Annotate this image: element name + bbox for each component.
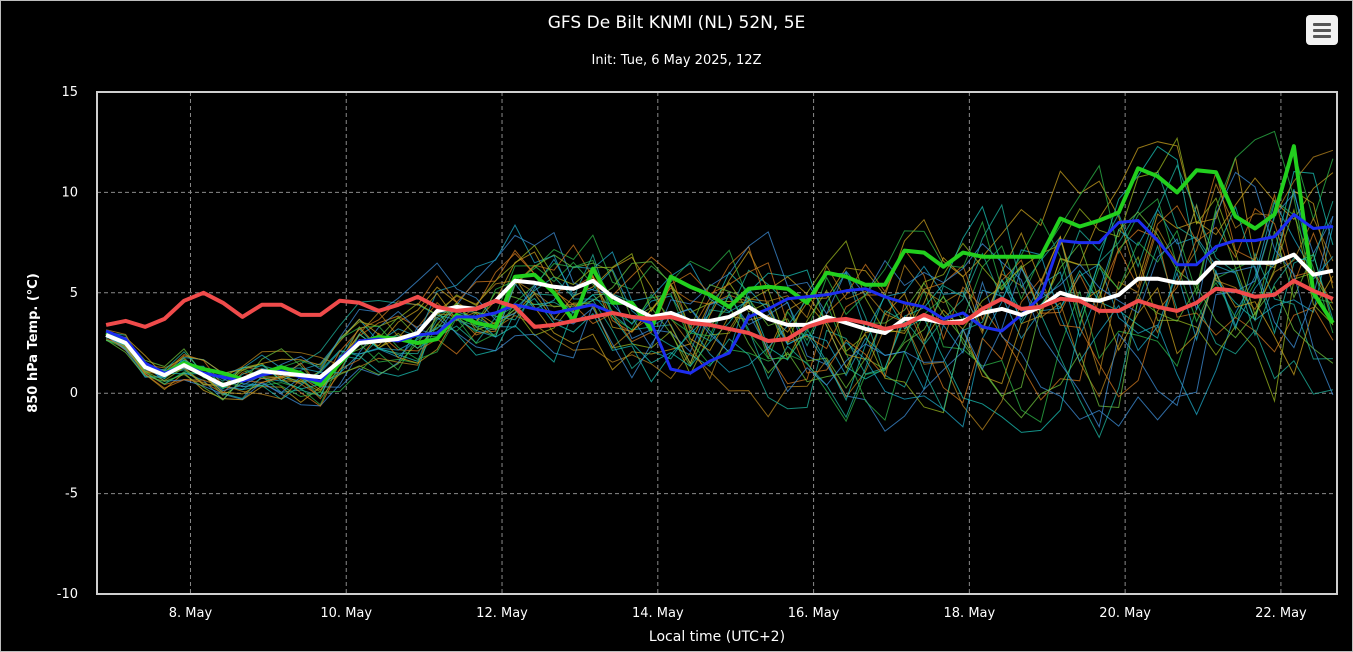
x-tick-label: 16. May — [788, 606, 840, 621]
series-layer — [105, 144, 1335, 388]
y-tick-label: -10 — [57, 587, 78, 602]
y-tick-label: -5 — [65, 487, 78, 502]
ensemble-member-line — [105, 215, 1334, 429]
y-tick-label: 10 — [61, 185, 78, 200]
x-axis-label: Local time (UTC+2) — [649, 629, 785, 645]
x-tick-label: 12. May — [476, 606, 528, 621]
y-tick-label: 15 — [61, 85, 78, 100]
series-line-mean — [105, 252, 1334, 388]
ensemble-member-line — [105, 192, 1334, 432]
x-tick-label: 18. May — [944, 606, 996, 621]
ensemble-member-line — [106, 170, 1333, 410]
hamburger-icon-bar — [1313, 35, 1331, 38]
chart-title: GFS De Bilt KNMI (NL) 52N, 5E — [547, 13, 806, 33]
plot-area-border — [96, 91, 1338, 595]
ensemble-member-line — [105, 130, 1334, 389]
ensemble-member-line — [105, 204, 1334, 407]
y-tick-label: 5 — [70, 286, 78, 301]
axis-layer: 15 10 5 0 -5 -10 8. May 10. May 12. May 14. May 16… — [57, 85, 1307, 621]
x-tick-label: 8. May — [169, 606, 213, 621]
ensemble-members-layer — [105, 130, 1334, 439]
ensemble-member-line — [105, 188, 1334, 428]
y-tick-label: 0 — [70, 386, 78, 401]
ensemble-member-line — [106, 141, 1334, 395]
y-axis-label: 850 hPa Temp. (°C) — [26, 273, 41, 413]
chart-subtitle: Init: Tue, 6 May 2025, 12Z — [591, 53, 762, 68]
ensemble-member-line — [105, 149, 1334, 418]
hamburger-icon — [1313, 23, 1331, 26]
x-tick-label: 10. May — [320, 606, 372, 621]
chart-menu-button[interactable] — [1306, 15, 1338, 45]
ensemble-member-line — [105, 164, 1334, 422]
ensemble-member-line — [106, 244, 1334, 439]
ensemble-member-line — [105, 208, 1334, 390]
series-line-climatology — [105, 278, 1334, 343]
x-tick-label: 22. May — [1255, 606, 1307, 621]
grid-layer — [97, 92, 1337, 594]
x-tick-label: 14. May — [632, 606, 684, 621]
x-tick-label: 20. May — [1099, 606, 1151, 621]
series-line-control — [105, 213, 1334, 383]
series-line-operational — [105, 144, 1335, 388]
hamburger-icon-bar — [1313, 29, 1331, 32]
